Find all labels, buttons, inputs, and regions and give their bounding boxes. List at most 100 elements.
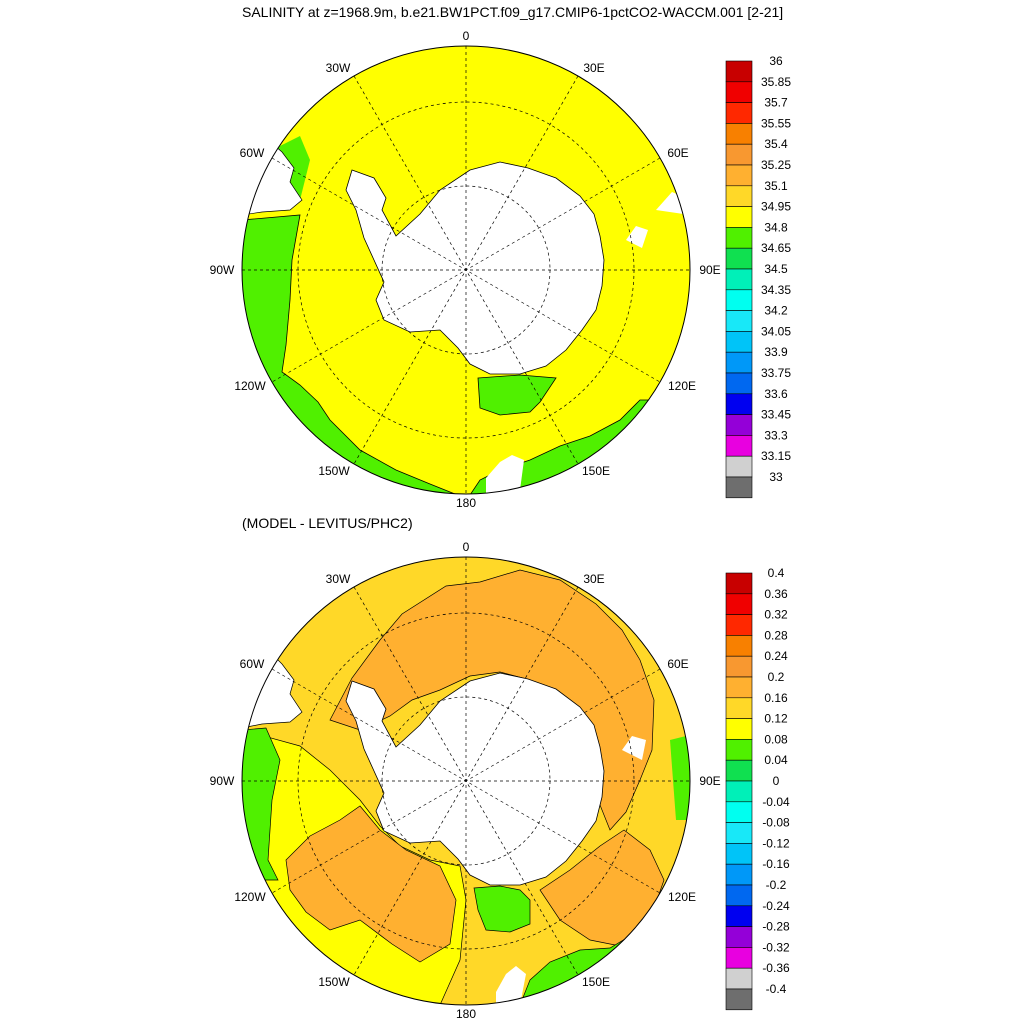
colorbar-tick-label: 35.7 (764, 96, 788, 110)
colorbar-swatch (725, 206, 753, 228)
longitude-label-150e: 150E (582, 464, 610, 478)
colorbar-swatch (725, 780, 753, 803)
colorbar-swatch (725, 863, 753, 886)
longitude-label-60w: 60W (240, 146, 265, 160)
colorbar-swatch (725, 414, 753, 436)
low-anomaly-region-south (473, 885, 531, 933)
colorbar-tick-label: 34.35 (761, 283, 791, 297)
colorbar-tick-label: 33.9 (764, 345, 788, 359)
colorbar-tick-label: 0.04 (764, 753, 788, 767)
longitude-label-60e: 60E (667, 657, 688, 671)
land-patch-180 (496, 966, 526, 1005)
colorbar-swatch (725, 372, 753, 395)
longitude-label-0: 0 (463, 540, 470, 554)
colorbar-tick-label: 0.32 (764, 608, 788, 622)
colorbar-tick-label: 35.25 (761, 158, 791, 172)
colorbar-swatch (725, 185, 753, 207)
colorbar-tick-label: 36 (769, 54, 783, 68)
colorbar-tick-label: 33.75 (761, 366, 791, 380)
colorbar-tick-label: 0.4 (768, 566, 785, 580)
colorbar-swatch (725, 801, 753, 823)
colorbar-tick-label: -0.16 (762, 857, 790, 871)
low-salinity-region-south (477, 374, 557, 416)
colorbar-tick-label: 35.1 (764, 179, 788, 193)
colorbar-swatch (725, 718, 753, 740)
colorbar-swatch (725, 884, 753, 907)
difference-colorbar: 0.4 0.36 0.32 0.28 0.24 0.2 0.16 0.12 0.08 0.04 0 -… (725, 566, 790, 1011)
colorbar-swatch (725, 476, 753, 499)
colorbar-swatch (725, 435, 753, 457)
colorbar-tick-label: 0.24 (764, 649, 788, 663)
colorbar-tick-label: 0.12 (764, 712, 788, 726)
antarctica-land (345, 161, 605, 375)
colorbar-swatch (725, 102, 753, 124)
map-title: SALINITY at z=1968.9m, b.e21.BW1PCT.f09_… (242, 4, 784, 20)
colorbar-tick-label: 33.3 (764, 428, 788, 442)
colorbar-swatch (725, 247, 753, 270)
colorbar-swatch (725, 947, 753, 969)
colorbar-tick-label: 33.45 (761, 408, 791, 422)
low-anomaly-region-ne (670, 735, 690, 820)
colorbar-tick-label: 35.4 (764, 137, 788, 151)
colorbar-tick-label: -0.28 (762, 920, 790, 934)
difference-map (241, 556, 691, 1006)
colorbar-swatch (725, 572, 753, 595)
colorbar-swatch (725, 635, 753, 657)
longitude-label-0: 0 (463, 29, 470, 43)
colorbar-swatch (725, 268, 753, 291)
colorbar-swatch (725, 351, 753, 374)
colorbar-swatch (725, 289, 753, 311)
colorbar-swatch (725, 676, 753, 699)
colorbar-swatch (725, 331, 753, 353)
colorbar-tick-label: 35.85 (761, 75, 791, 89)
positive-anomaly-region-north (329, 569, 655, 831)
positive-anomaly-region-west (285, 805, 457, 963)
colorbar-swatch (725, 822, 753, 844)
colorbar-swatch (725, 988, 753, 1011)
colorbar-tick-label: 34.05 (761, 324, 791, 338)
colorbar-tick-label: -0.36 (762, 961, 790, 975)
longitude-label-30w: 30W (326, 572, 351, 586)
colorbar-tick-label: 33.6 (764, 387, 788, 401)
longitude-label-120e: 120E (668, 890, 696, 904)
longitude-label-60w: 60W (240, 657, 265, 671)
longitude-label-180: 180 (456, 496, 476, 510)
land-patch-60e (622, 736, 646, 760)
colorbar-tick-label: -0.04 (762, 795, 790, 809)
colorbar-tick-label: 0.16 (764, 691, 788, 705)
colorbar-tick-label: -0.08 (762, 816, 790, 830)
longitude-labels: 0 30E 60E 90E 120E 150E 180 150W 120W 90W 60W 30W 0 3… (210, 29, 721, 1021)
salinity-map (241, 45, 691, 495)
colorbar-swatch (725, 614, 753, 636)
longitude-label-150w: 150W (318, 464, 350, 478)
colorbar-swatch (725, 905, 753, 927)
longitude-label-30w: 30W (326, 61, 351, 75)
graticule (242, 557, 690, 1005)
colorbar-tick-label: 34.95 (761, 200, 791, 214)
colorbar-swatch (725, 759, 753, 782)
colorbar-swatch (725, 310, 753, 332)
colorbar-swatch (725, 843, 753, 865)
colorbar-tick-label: -0.24 (762, 899, 790, 913)
colorbar-swatch (725, 393, 753, 415)
colorbar-tick-label: -0.12 (762, 836, 790, 850)
longitude-label-90e: 90E (699, 263, 720, 277)
longitude-label-90w: 90W (210, 774, 235, 788)
colorbar-tick-label: 33 (769, 470, 783, 484)
difference-map-title: (MODEL - LEVITUS/PHC2) (242, 515, 413, 531)
colorbar-tick-label: 0.08 (764, 732, 788, 746)
longitude-label-90e: 90E (699, 774, 720, 788)
colorbar-swatch (725, 455, 753, 478)
colorbar-tick-label: 0 (773, 774, 780, 788)
colorbar-tick-label: 34.5 (764, 262, 788, 276)
colorbar-tick-label: 35.55 (761, 116, 791, 130)
colorbar-swatch (725, 967, 753, 990)
colorbar-swatch (725, 697, 753, 719)
longitude-label-150w: 150W (318, 975, 350, 989)
colorbar-swatch (725, 143, 753, 166)
colorbar-swatch (725, 123, 753, 145)
colorbar-tick-label: 34.2 (764, 304, 788, 318)
colorbar-tick-label: -0.4 (766, 982, 787, 996)
longitude-label-150e: 150E (582, 975, 610, 989)
longitude-label-60e: 60E (667, 146, 688, 160)
